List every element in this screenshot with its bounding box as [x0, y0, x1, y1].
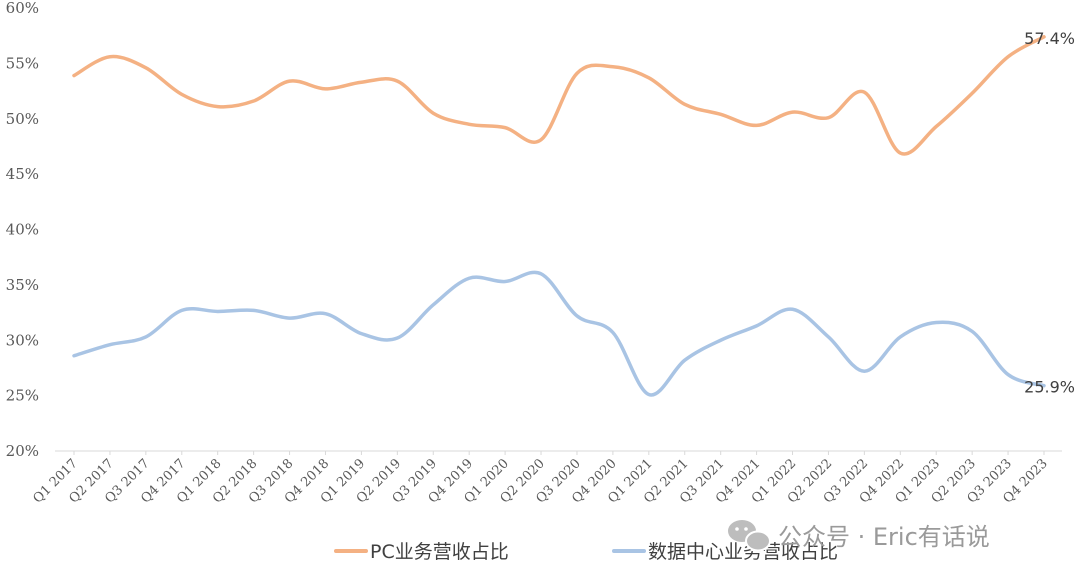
datacenter-data-point: [323, 312, 327, 316]
pc-data-point: [467, 122, 471, 126]
pc-data-point: [144, 66, 148, 70]
pc-data-point: [288, 79, 292, 83]
datacenter-data-point: [108, 343, 112, 347]
pc-data-point: [575, 71, 579, 75]
datacenter-data-point: [431, 303, 435, 307]
datacenter-data-point: [970, 329, 974, 333]
pc-data-point: [862, 90, 866, 94]
pc-data-point: [755, 123, 759, 127]
pc-data-point: [934, 125, 938, 129]
datacenter-data-point: [72, 354, 76, 358]
pc-data-point: [431, 111, 435, 115]
datacenter-data-point: [467, 276, 471, 280]
datacenter-data-point: [611, 331, 615, 335]
legend: PC业务营收占比 数据中心业务营收占比: [334, 541, 838, 563]
pc-data-point: [647, 76, 651, 80]
y-tick-label: 25%: [6, 387, 39, 405]
wechat-icon: [728, 520, 771, 552]
pc-data-point: [683, 102, 687, 106]
end-labels: 57.4% 25.9%: [1024, 29, 1075, 397]
end-label-datacenter: 25.9%: [1024, 378, 1075, 397]
pc-data-point: [539, 138, 543, 142]
datacenter-data-point: [539, 272, 543, 276]
datacenter-data-point: [934, 321, 938, 325]
pc-data-point: [72, 74, 76, 78]
pc-data-point: [826, 116, 830, 120]
series-line-datacenter: [72, 270, 1046, 397]
pc-data-point: [180, 92, 184, 96]
datacenter-data-point: [359, 332, 363, 336]
y-tick-label: 40%: [6, 221, 39, 239]
datacenter-data-point: [252, 308, 256, 312]
watermark: 公众号 · Eric有话说: [728, 520, 990, 552]
datacenter-data-point: [791, 307, 795, 311]
pc-data-point: [970, 91, 974, 95]
y-tick-label: 50%: [6, 110, 39, 128]
datacenter-data-point: [288, 316, 292, 320]
legend-label-pc: PC业务营收占比: [370, 541, 509, 563]
y-axis: 20% 25% 30% 35% 40% 45% 50% 55% 60%: [6, 0, 39, 460]
datacenter-data-point: [575, 314, 579, 318]
datacenter-data-point: [180, 308, 184, 312]
pc-data-point: [359, 80, 363, 84]
pc-data-point: [395, 79, 399, 83]
y-tick-label: 60%: [6, 0, 39, 17]
datacenter-data-point: [826, 335, 830, 339]
pc-data-point: [791, 110, 795, 114]
pc-data-point: [323, 87, 327, 91]
end-label-pc: 57.4%: [1024, 29, 1075, 48]
legend-label-datacenter: 数据中心业务营收占比: [648, 541, 838, 563]
datacenter-data-point: [898, 335, 902, 339]
legend-item-datacenter: 数据中心业务营收占比: [612, 541, 838, 563]
datacenter-data-point: [1006, 373, 1010, 377]
watermark-text: 公众号 · Eric有话说: [778, 523, 990, 551]
datacenter-data-point: [395, 336, 399, 340]
datacenter-data-point: [216, 309, 220, 313]
pc-data-point: [1006, 55, 1010, 59]
y-tick-label: 30%: [6, 331, 39, 349]
y-tick-label: 35%: [6, 276, 39, 294]
datacenter-data-point: [647, 393, 651, 397]
pc-data-point: [252, 99, 256, 103]
pc-data-point: [611, 65, 615, 69]
pc-data-point: [719, 112, 723, 116]
datacenter-data-point: [503, 280, 507, 284]
y-tick-label: 45%: [6, 165, 39, 183]
datacenter-data-point: [719, 338, 723, 342]
datacenter-data-point: [683, 358, 687, 362]
pc-data-point: [898, 151, 902, 155]
series-line-pc: [72, 35, 1046, 156]
datacenter-data-point: [755, 324, 759, 328]
pc-data-point: [108, 55, 112, 59]
y-tick-label: 55%: [6, 54, 39, 72]
y-tick-label: 20%: [6, 442, 39, 460]
datacenter-data-point: [144, 335, 148, 339]
datacenter-data-point: [862, 369, 866, 373]
series-layer: [72, 35, 1046, 397]
pc-data-point: [503, 126, 507, 130]
pc-data-point: [216, 105, 220, 109]
legend-item-pc: PC业务营收占比: [334, 541, 509, 563]
